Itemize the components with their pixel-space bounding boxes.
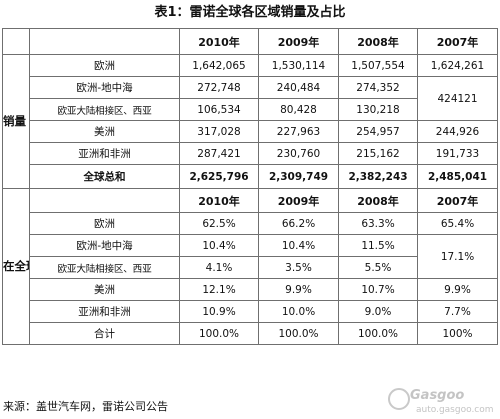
total-value: 100.0% (258, 322, 339, 345)
value-cell: 9.9% (417, 278, 498, 301)
logo-ring-icon (388, 388, 410, 410)
value-cell: 240,484 (258, 76, 339, 99)
value-cell: 230,760 (258, 142, 339, 165)
region-cell: 美洲 (29, 278, 180, 301)
year-header: 2009年 (258, 28, 339, 55)
value-cell: 254,957 (338, 120, 418, 143)
region-cell: 欧洲 (29, 212, 180, 235)
value-cell: 7.7% (417, 300, 498, 323)
table-row: 销量（辆） 欧洲 1,642,065 1,530,114 1,507,554 1… (2, 54, 498, 189)
sales-section-label: 销量（辆） (2, 54, 30, 189)
table-row: 亚洲和非洲 287,421 230,760 215,162 191,733 (3, 142, 498, 165)
value-cell: 80,428 (258, 98, 339, 121)
value-cell: 317,028 (179, 120, 259, 143)
table-row: 亚洲和非洲 10.9% 10.0% 9.0% 7.7% (3, 300, 498, 323)
sales-header-row: 2010年 2009年 2008年 2007年 (2, 28, 498, 55)
watermark-brand: Gasgoo (410, 388, 465, 403)
value-cell: 9.9% (258, 278, 339, 301)
value-cell: 66.2% (258, 212, 339, 235)
sales-table: 2010年 2009年 2008年 2007年 销量（辆） 欧洲 1,642,0… (2, 28, 498, 345)
value-cell: 274,352 (338, 76, 418, 99)
table-row: 欧洲 62.5% 66.2% 63.3% 65.4% (3, 212, 498, 235)
year-header: 2010年 (179, 188, 259, 213)
table-row: 欧洲-地中海 10.4% 10.4% 11.5% 17.1% (3, 234, 498, 279)
share-section-label: 在全球销量中占比 (2, 188, 30, 345)
corner-cell (2, 28, 30, 55)
total-value: 2,625,796 (179, 164, 259, 189)
total-value: 100% (417, 322, 498, 345)
table-row: 欧亚大陆相接区、西亚 4.1% 3.5% 5.5% (3, 256, 498, 279)
value-cell: 3.5% (258, 256, 339, 279)
value-cell: 5.5% (338, 256, 418, 279)
value-cell: 4.1% (179, 256, 259, 279)
total-row: 全球总和 2,625,796 2,309,749 2,382,243 2,485… (3, 164, 498, 189)
total-value: 2,485,041 (417, 164, 498, 189)
total-label: 合计 (29, 322, 180, 345)
total-label: 全球总和 (29, 164, 180, 189)
region-cell: 美洲 (29, 120, 180, 143)
value-cell: 1,530,114 (258, 54, 339, 77)
total-value: 2,309,749 (258, 164, 339, 189)
corner-cell (29, 28, 180, 55)
table-row: 美洲 317,028 227,963 254,957 244,926 (3, 120, 498, 143)
value-cell: 10.9% (179, 300, 259, 323)
region-cell: 欧洲-地中海 (29, 76, 180, 99)
value-cell: 9.0% (338, 300, 418, 323)
region-cell: 欧洲-地中海 (29, 234, 180, 257)
year-header: 2008年 (338, 188, 418, 213)
total-value: 2,382,243 (338, 164, 418, 189)
table-row: 欧洲-地中海 272,748 240,484 274,352 424121 (3, 76, 498, 121)
share-header-row: 在全球销量中占比 2010年 2009年 2008年 2007年 (2, 188, 498, 345)
value-cell: 244,926 (417, 120, 498, 143)
region-cell: 亚洲和非洲 (29, 142, 180, 165)
corner-cell (29, 188, 180, 213)
value-cell: 191,733 (417, 142, 498, 165)
value-cell: 11.5% (338, 234, 418, 257)
year-header: 2008年 (338, 28, 418, 55)
year-header: 2007年 (417, 188, 498, 213)
source-note: 来源：盖世汽车网，雷诺公司公告 (3, 400, 168, 413)
merged-value-cell: 17.1% (417, 234, 498, 279)
region-cell: 亚洲和非洲 (29, 300, 180, 323)
value-cell: 215,162 (338, 142, 418, 165)
value-cell: 1,642,065 (179, 54, 259, 77)
watermark-url: auto.gasgoo.com (416, 405, 494, 415)
value-cell: 62.5% (179, 212, 259, 235)
watermark-logo: Gasgoo auto.gasgoo.com (386, 388, 496, 418)
year-header: 2009年 (258, 188, 339, 213)
value-cell: 1,624,261 (417, 54, 498, 77)
value-cell: 12.1% (179, 278, 259, 301)
value-cell: 63.3% (338, 212, 418, 235)
value-cell: 130,218 (338, 98, 418, 121)
year-header: 2010年 (179, 28, 259, 55)
region-cell: 欧亚大陆相接区、西亚 (29, 98, 180, 121)
value-cell: 287,421 (179, 142, 259, 165)
total-value: 100.0% (179, 322, 259, 345)
value-cell: 10.4% (258, 234, 339, 257)
value-cell: 106,534 (179, 98, 259, 121)
year-header: 2007年 (417, 28, 498, 55)
value-cell: 10.0% (258, 300, 339, 323)
table-title: 表1：雷诺全球各区域销量及占比 (154, 5, 346, 20)
merged-value-cell: 424121 (417, 76, 498, 121)
value-cell: 272,748 (179, 76, 259, 99)
total-row: 合计 100.0% 100.0% 100.0% 100% (3, 322, 498, 345)
table-row: 美洲 12.1% 9.9% 10.7% 9.9% (3, 278, 498, 301)
value-cell: 227,963 (258, 120, 339, 143)
region-cell: 欧洲 (29, 54, 180, 77)
region-cell: 欧亚大陆相接区、西亚 (29, 256, 180, 279)
value-cell: 10.4% (179, 234, 259, 257)
value-cell: 65.4% (417, 212, 498, 235)
value-cell: 1,507,554 (338, 54, 418, 77)
total-value: 100.0% (338, 322, 418, 345)
value-cell: 10.7% (338, 278, 418, 301)
